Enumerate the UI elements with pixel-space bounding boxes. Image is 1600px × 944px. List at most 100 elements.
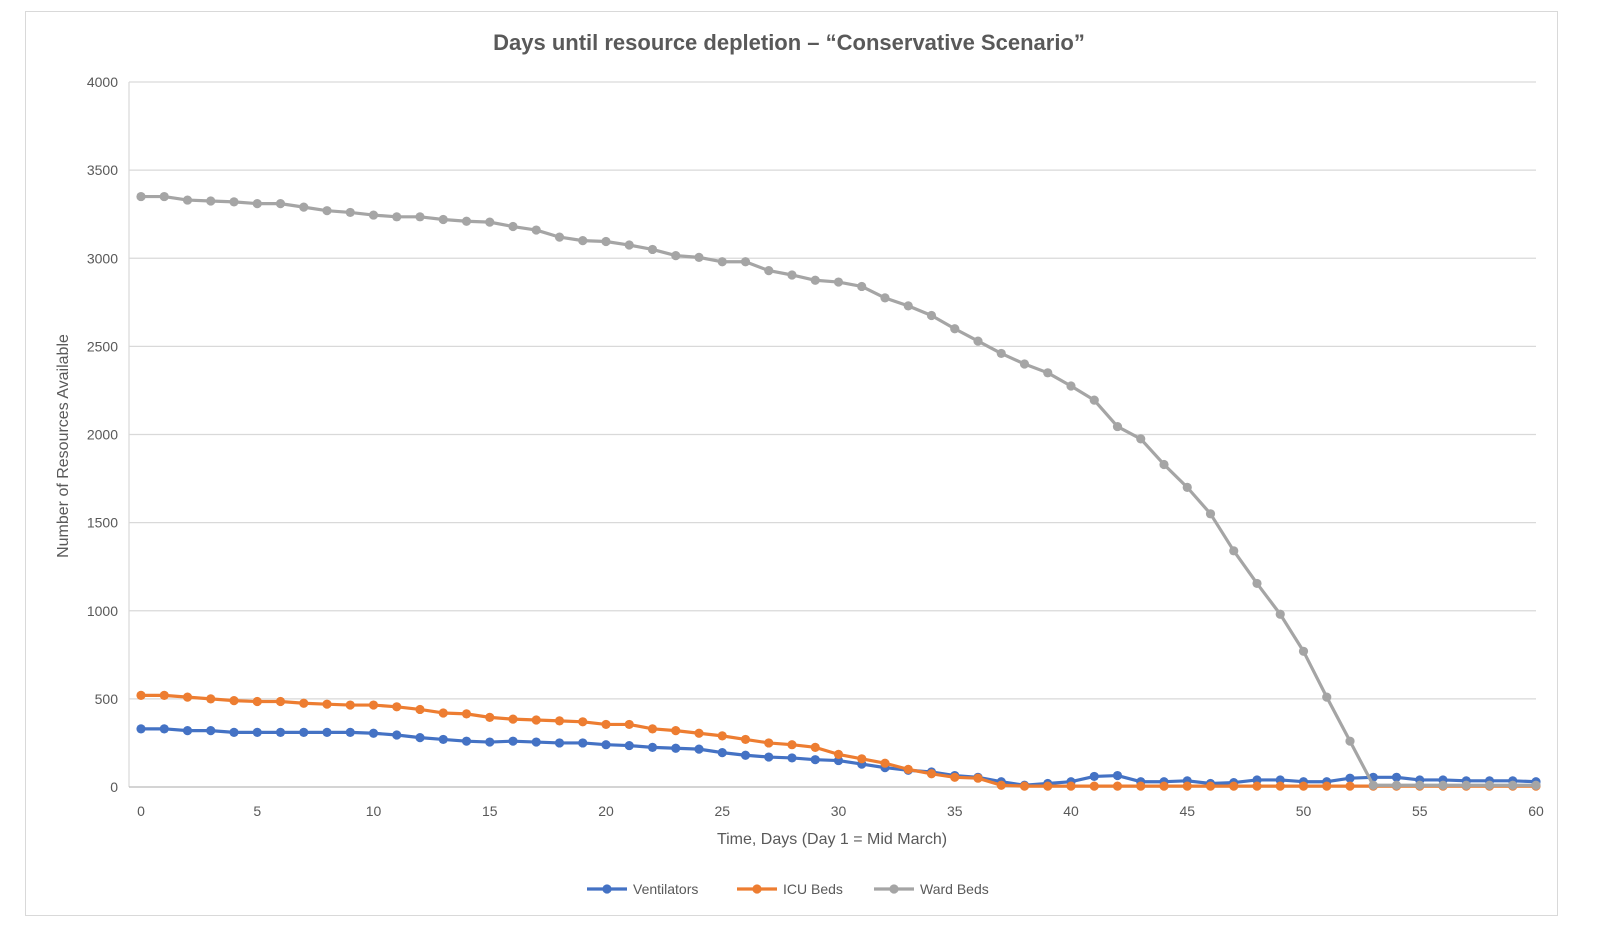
- ventilators-point: [182, 726, 193, 736]
- icu-beds-point: [1136, 781, 1146, 791]
- ward-beds-point: [926, 310, 937, 321]
- x-tick-label: 5: [253, 803, 261, 819]
- ward-beds-point: [1345, 736, 1355, 746]
- icu-beds-point: [461, 709, 472, 719]
- icu-beds-point: [647, 724, 658, 734]
- icu-beds-point: [229, 696, 239, 706]
- y-tick-label: 3500: [87, 162, 118, 178]
- ward-beds-point: [1229, 546, 1239, 556]
- icu-beds-point: [601, 719, 611, 730]
- ward-beds-point: [206, 196, 216, 206]
- ventilators-point: [461, 736, 472, 746]
- ventilators-point: [206, 726, 216, 736]
- ventilators-point: [299, 727, 309, 737]
- ventilators-point: [322, 727, 332, 737]
- ward-beds-point: [508, 221, 518, 232]
- ventilators-point: [252, 727, 262, 737]
- ward-beds-point: [485, 217, 495, 227]
- ventilators-point: [136, 724, 146, 734]
- ward-beds-point: [1438, 780, 1448, 790]
- x-tick-label: 50: [1296, 803, 1312, 819]
- icu-beds-point: [1252, 781, 1262, 791]
- ward-beds-point: [810, 275, 820, 285]
- icu-beds-point: [1275, 781, 1285, 791]
- series-lines: [136, 191, 1541, 791]
- icu-beds-point: [1229, 781, 1239, 791]
- ward-beds-point: [275, 199, 286, 209]
- ward-beds-point: [601, 236, 611, 247]
- ward-beds-point: [345, 207, 355, 218]
- ward-beds-point: [1322, 692, 1332, 702]
- icu-beds-point: [1205, 781, 1216, 791]
- ventilators-point: [229, 727, 239, 737]
- icu-beds-point: [392, 702, 402, 712]
- ventilators-point: [764, 752, 774, 762]
- legend-swatch-marker: [889, 884, 899, 894]
- legend: Ventilators ICU Beds Ward Beds: [587, 881, 989, 897]
- ward-beds-point: [578, 236, 588, 246]
- icu-beds-point: [1112, 781, 1123, 791]
- ward-beds-point: [1159, 459, 1169, 470]
- icu-beds-point: [740, 734, 751, 745]
- icu-beds-point: [485, 712, 495, 722]
- ward-beds-point: [950, 324, 960, 334]
- icu-beds-point: [764, 738, 774, 748]
- ward-beds-point: [1182, 482, 1192, 492]
- ward-beds-point: [787, 270, 797, 280]
- legend-label: Ventilators: [633, 881, 698, 897]
- legend-swatch-marker: [752, 884, 762, 894]
- ward-beds-point: [857, 281, 867, 292]
- icu-beds-point: [415, 704, 425, 715]
- ward-beds-point: [1484, 780, 1495, 790]
- icu-beds-point: [973, 773, 983, 783]
- x-tick-label: 20: [598, 803, 614, 819]
- icu-beds-point: [671, 726, 681, 736]
- ward-beds-point: [647, 244, 658, 255]
- ward-beds-point: [764, 265, 774, 276]
- icu-beds-point: [1298, 781, 1309, 791]
- x-tick-label: 10: [366, 803, 382, 819]
- ward-beds-point: [415, 212, 425, 222]
- ward-beds-point: [1415, 780, 1425, 790]
- ventilators-point: [159, 724, 169, 734]
- ward-beds-point: [1252, 578, 1262, 589]
- icu-beds-point: [275, 696, 286, 707]
- ward-beds-point: [1066, 381, 1076, 391]
- x-tick-label: 45: [1179, 803, 1195, 819]
- x-tick-label: 15: [482, 803, 498, 819]
- icu-beds-point: [299, 698, 309, 708]
- ward-beds-point: [136, 191, 146, 202]
- ward-beds-point: [1205, 509, 1216, 519]
- x-axis-title: Time, Days (Day 1 = Mid March): [717, 831, 947, 848]
- ventilators-point: [554, 738, 565, 748]
- ventilators-point: [810, 755, 820, 765]
- ward-beds-point: [973, 336, 983, 346]
- x-tick-label: 0: [137, 803, 145, 819]
- legend-item-ward-beds: Ward Beds: [874, 881, 989, 897]
- icu-beds-point: [833, 749, 844, 759]
- ward-beds-point: [1298, 646, 1309, 656]
- ventilators-point: [531, 737, 541, 747]
- ward-beds-point: [438, 214, 448, 225]
- x-tick-label: 55: [1412, 803, 1428, 819]
- icu-beds-point: [1089, 781, 1099, 791]
- icu-beds-point: [1066, 781, 1076, 791]
- y-tick-label: 0: [110, 779, 118, 795]
- ventilators-point: [694, 744, 704, 754]
- ventilators-point: [275, 727, 286, 737]
- ward-beds-point: [694, 252, 704, 262]
- ventilators-point: [415, 733, 425, 743]
- ward-beds-point: [461, 216, 472, 226]
- ward-beds-point: [322, 206, 332, 216]
- legend-item-ventilators: Ventilators: [587, 881, 698, 897]
- x-tick-labels: 0 5 10 15 20 25 30 35 40 45 50 55 60: [137, 803, 1544, 819]
- line-chart: Days until resource depletion – “Conserv…: [55, 30, 1544, 897]
- icu-beds-point: [1322, 781, 1332, 791]
- ward-beds-point: [717, 257, 727, 267]
- icu-beds-point: [787, 740, 797, 750]
- legend-item-icu-beds: ICU Beds: [737, 881, 843, 897]
- ward-beds-point: [1112, 421, 1123, 432]
- icu-beds-point: [345, 700, 355, 710]
- ventilators-point: [647, 742, 658, 752]
- icu-beds-point: [903, 764, 913, 774]
